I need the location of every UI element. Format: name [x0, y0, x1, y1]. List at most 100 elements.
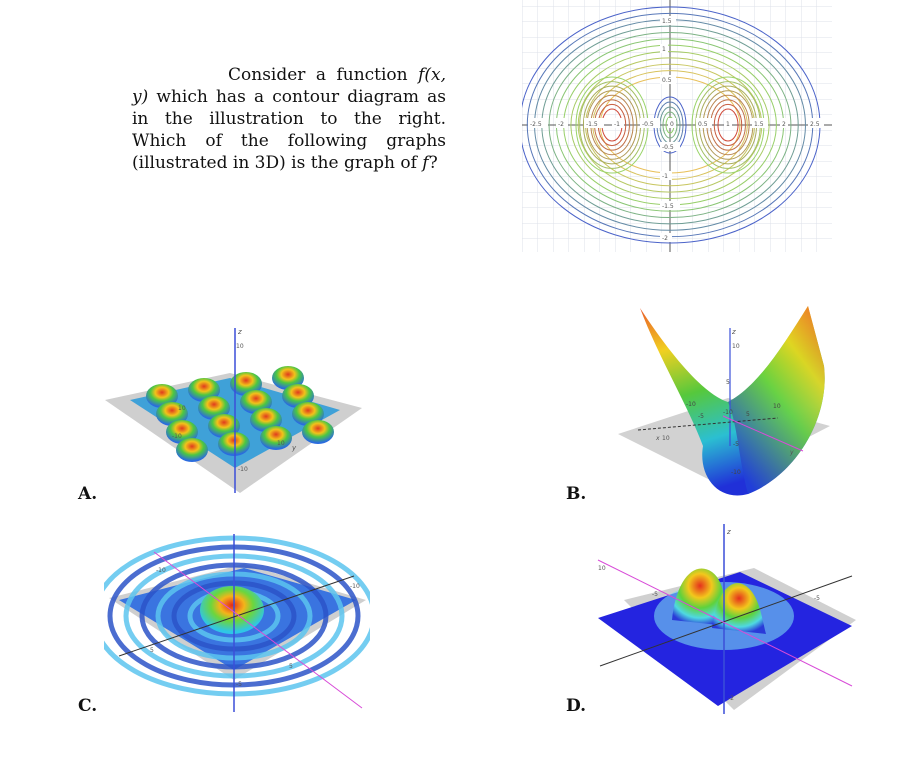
bump — [218, 432, 250, 456]
contour-y-tick: -1 — [662, 173, 668, 180]
axis-label-b-x: x — [655, 435, 660, 442]
bump — [188, 378, 220, 402]
bump — [240, 390, 272, 414]
contour-x-tick: 2 — [782, 121, 786, 128]
tick-c-2: -10 — [350, 583, 360, 590]
contour-y-tick: -2 — [662, 235, 668, 242]
contour-lobe — [717, 108, 739, 142]
axis-label-d-z: z — [726, 528, 731, 536]
contour-x-tick: -1 — [614, 121, 620, 128]
bump — [230, 372, 262, 396]
choice-a-label[interactable]: A. — [78, 484, 98, 504]
question-text: Consider a function f(x, y) which has a … — [132, 64, 446, 174]
tick-bg — [640, 118, 660, 128]
choice-d-label[interactable]: D. — [566, 696, 587, 716]
axis-label-a-y: y — [291, 444, 297, 452]
tick-a-4: 10 — [277, 440, 285, 447]
axis-label-a-z: z — [237, 328, 242, 336]
tick-bg — [668, 118, 676, 128]
contour-lobe — [713, 103, 743, 147]
graph-d: z 10 -5 -5 -2 — [597, 524, 856, 714]
contour-y-tick: -1.5 — [662, 203, 674, 210]
bump — [198, 396, 230, 420]
contour-x-tick: -2 — [558, 121, 564, 128]
contour-line — [548, 31, 792, 219]
x-axis-b — [637, 417, 779, 431]
tick-bg — [660, 142, 680, 151]
contour-y-tick: 1.5 — [662, 18, 672, 25]
tick-c-1: -10 — [156, 567, 166, 574]
contour-diagram: -2.5 -2 -1.5 -1 -0.5 0 0.5 1 1.5 2 2.5 1.5 1 0.5 -0.5… — [522, 0, 832, 252]
tick-bg — [780, 118, 788, 128]
contour-x-tick: 0.5 — [698, 121, 708, 128]
axis-label-b-z: z — [731, 328, 736, 336]
tick-bg — [612, 118, 624, 128]
contour-x-tick: 2.5 — [810, 121, 820, 128]
bump — [156, 402, 188, 426]
tick-bg — [528, 118, 548, 128]
tick-a-3: -10 — [172, 433, 182, 440]
tick-b-5: 10 — [773, 403, 781, 410]
graph-b: z 10 x 10 -10 -10 10 5 -5 -5 5 -10 y — [618, 306, 830, 496]
contour-y-ticks: 1.5 1 0.5 -0.5 -1 -1.5 -2 — [660, 16, 680, 242]
bump — [146, 384, 178, 408]
tick-bg — [660, 233, 672, 242]
tick-b-10: -10 — [731, 469, 741, 476]
tick-c-3: 5 — [150, 647, 154, 654]
contour-x-tick: 0 — [670, 121, 674, 128]
bump — [176, 438, 208, 462]
tick-bg — [696, 118, 712, 128]
contour-y-tick: -0.5 — [662, 144, 674, 151]
contour-y-tick: 1 — [662, 46, 666, 53]
graph-a: z 10 10 -10 10 -10 y — [105, 328, 362, 493]
tick-bg — [584, 118, 604, 128]
tick-b-4: -10 — [723, 409, 733, 416]
contour-y-tick: 0.5 — [662, 77, 672, 84]
bump — [208, 414, 240, 438]
question-part-2: which has a contour diagram as in the il… — [132, 87, 446, 173]
bump — [166, 420, 198, 444]
question-part-1: Consider a function — [228, 65, 419, 85]
x-axis-d — [599, 575, 853, 667]
contour-x-tick: 1 — [726, 121, 730, 128]
tick-bg — [752, 118, 768, 128]
graph-c: -10 -10 5 5 -5 — [104, 534, 370, 712]
tick-bg — [556, 118, 568, 128]
tick-bg — [660, 171, 672, 180]
surface-a — [146, 366, 334, 462]
tick-b-7: -5 — [698, 413, 704, 420]
tick-d-2: -5 — [652, 591, 658, 598]
tick-bg — [724, 118, 732, 128]
tick-d-4: -2 — [728, 695, 734, 702]
contour-x-tick: -1.5 — [586, 121, 598, 128]
choice-c-label[interactable]: C. — [78, 696, 98, 716]
tick-bg — [660, 16, 676, 25]
y-axis-c — [153, 551, 363, 709]
function-symbol: f(x, y) — [132, 65, 446, 107]
bump — [302, 420, 334, 444]
tick-c-5: -5 — [236, 681, 242, 688]
tick-b-2: 10 — [662, 435, 670, 442]
y-axis-b — [722, 415, 804, 452]
tick-b-6: 5 — [726, 379, 730, 386]
tick-b-9: 5 — [746, 411, 750, 418]
tick-bg — [660, 75, 676, 84]
contour-line — [570, 51, 770, 199]
contour-x-tick: -2.5 — [530, 121, 542, 128]
tick-b-8: -5 — [733, 441, 739, 448]
axis-label-b-y: y — [789, 449, 794, 456]
contour-center — [662, 111, 678, 139]
function-symbol-end: f — [422, 153, 429, 173]
contour-x-ticks: -2.5 -2 -1.5 -1 -0.5 0 0.5 1 1.5 2 2.5 — [528, 118, 824, 128]
bump — [250, 408, 282, 432]
choice-b-label[interactable]: B. — [566, 484, 587, 504]
question-mark: ? — [428, 153, 438, 173]
contour-x-tick: 1.5 — [754, 121, 764, 128]
x-axis-c — [118, 575, 355, 657]
peak-left — [672, 568, 728, 626]
tick-c-4: 5 — [289, 663, 293, 670]
bump — [272, 366, 304, 390]
tick-d-3: -5 — [814, 595, 820, 602]
tick-bg — [660, 44, 668, 53]
tick-bg — [808, 118, 824, 128]
